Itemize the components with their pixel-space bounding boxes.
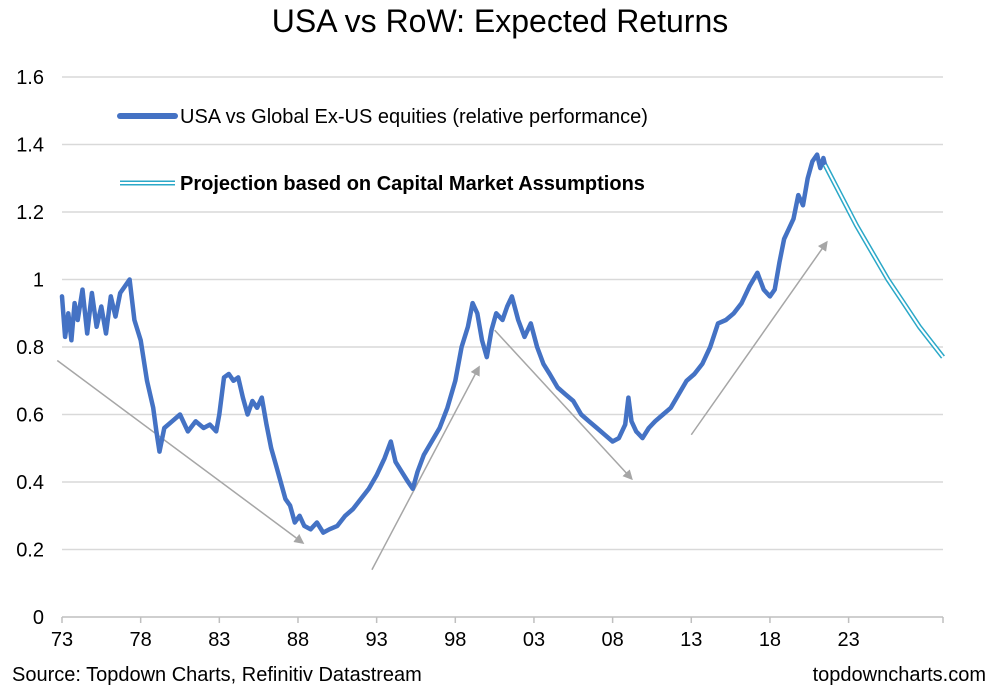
series-line-projection-inner xyxy=(824,164,944,358)
y-tick-label: 0.4 xyxy=(16,472,44,494)
x-tick-label: 88 xyxy=(287,629,309,651)
series-line-usa xyxy=(59,152,828,535)
legend-label-projection: Projection based on Capital Market Assum… xyxy=(180,173,645,195)
x-tick-label: 73 xyxy=(51,629,73,651)
x-tick-label: 18 xyxy=(759,629,781,651)
legend-label-usa: USA vs Global Ex-US equities (relative p… xyxy=(180,106,648,128)
gridlines xyxy=(62,76,943,618)
brand-watermark: topdowncharts.com xyxy=(812,664,986,686)
y-tick-label: 0.2 xyxy=(16,540,44,562)
x-tick-label: 93 xyxy=(366,629,388,651)
y-tick-label: 0.6 xyxy=(16,405,44,427)
trend-arrow xyxy=(690,240,828,436)
y-tick-label: 1 xyxy=(33,270,44,292)
series-lines xyxy=(59,152,945,535)
x-tick-label: 98 xyxy=(444,629,466,651)
trend-arrow xyxy=(371,365,480,571)
x-tick-label: 23 xyxy=(837,629,859,651)
x-tick-label: 08 xyxy=(602,629,624,651)
x-tick-label: 03 xyxy=(523,629,545,651)
source-note: Source: Topdown Charts, Refinitiv Datast… xyxy=(12,664,422,686)
chart-title: USA vs RoW: Expected Returns xyxy=(272,3,728,39)
trend-arrows xyxy=(56,240,828,571)
x-tick-label: 13 xyxy=(680,629,702,651)
y-tick-label: 1.2 xyxy=(16,202,44,224)
trend-arrow xyxy=(56,359,305,544)
x-tick-label: 83 xyxy=(208,629,230,651)
x-tick-label: 78 xyxy=(130,629,152,651)
y-tick-label: 0 xyxy=(33,607,44,629)
y-tick-label: 1.6 xyxy=(16,67,44,89)
x-axis-ticks: 73 78 83 88 93 98 03 08 13 18 23 xyxy=(51,617,944,651)
y-tick-label: 1.4 xyxy=(16,135,44,157)
trend-arrow xyxy=(494,329,633,481)
y-tick-label: 0.8 xyxy=(16,337,44,359)
legend: USA vs Global Ex-US equities (relative p… xyxy=(117,106,648,195)
y-axis-ticks: 0 0.2 0.4 0.6 0.8 1 1.2 1.4 1.6 xyxy=(16,67,44,629)
series-line-projection xyxy=(822,163,945,359)
